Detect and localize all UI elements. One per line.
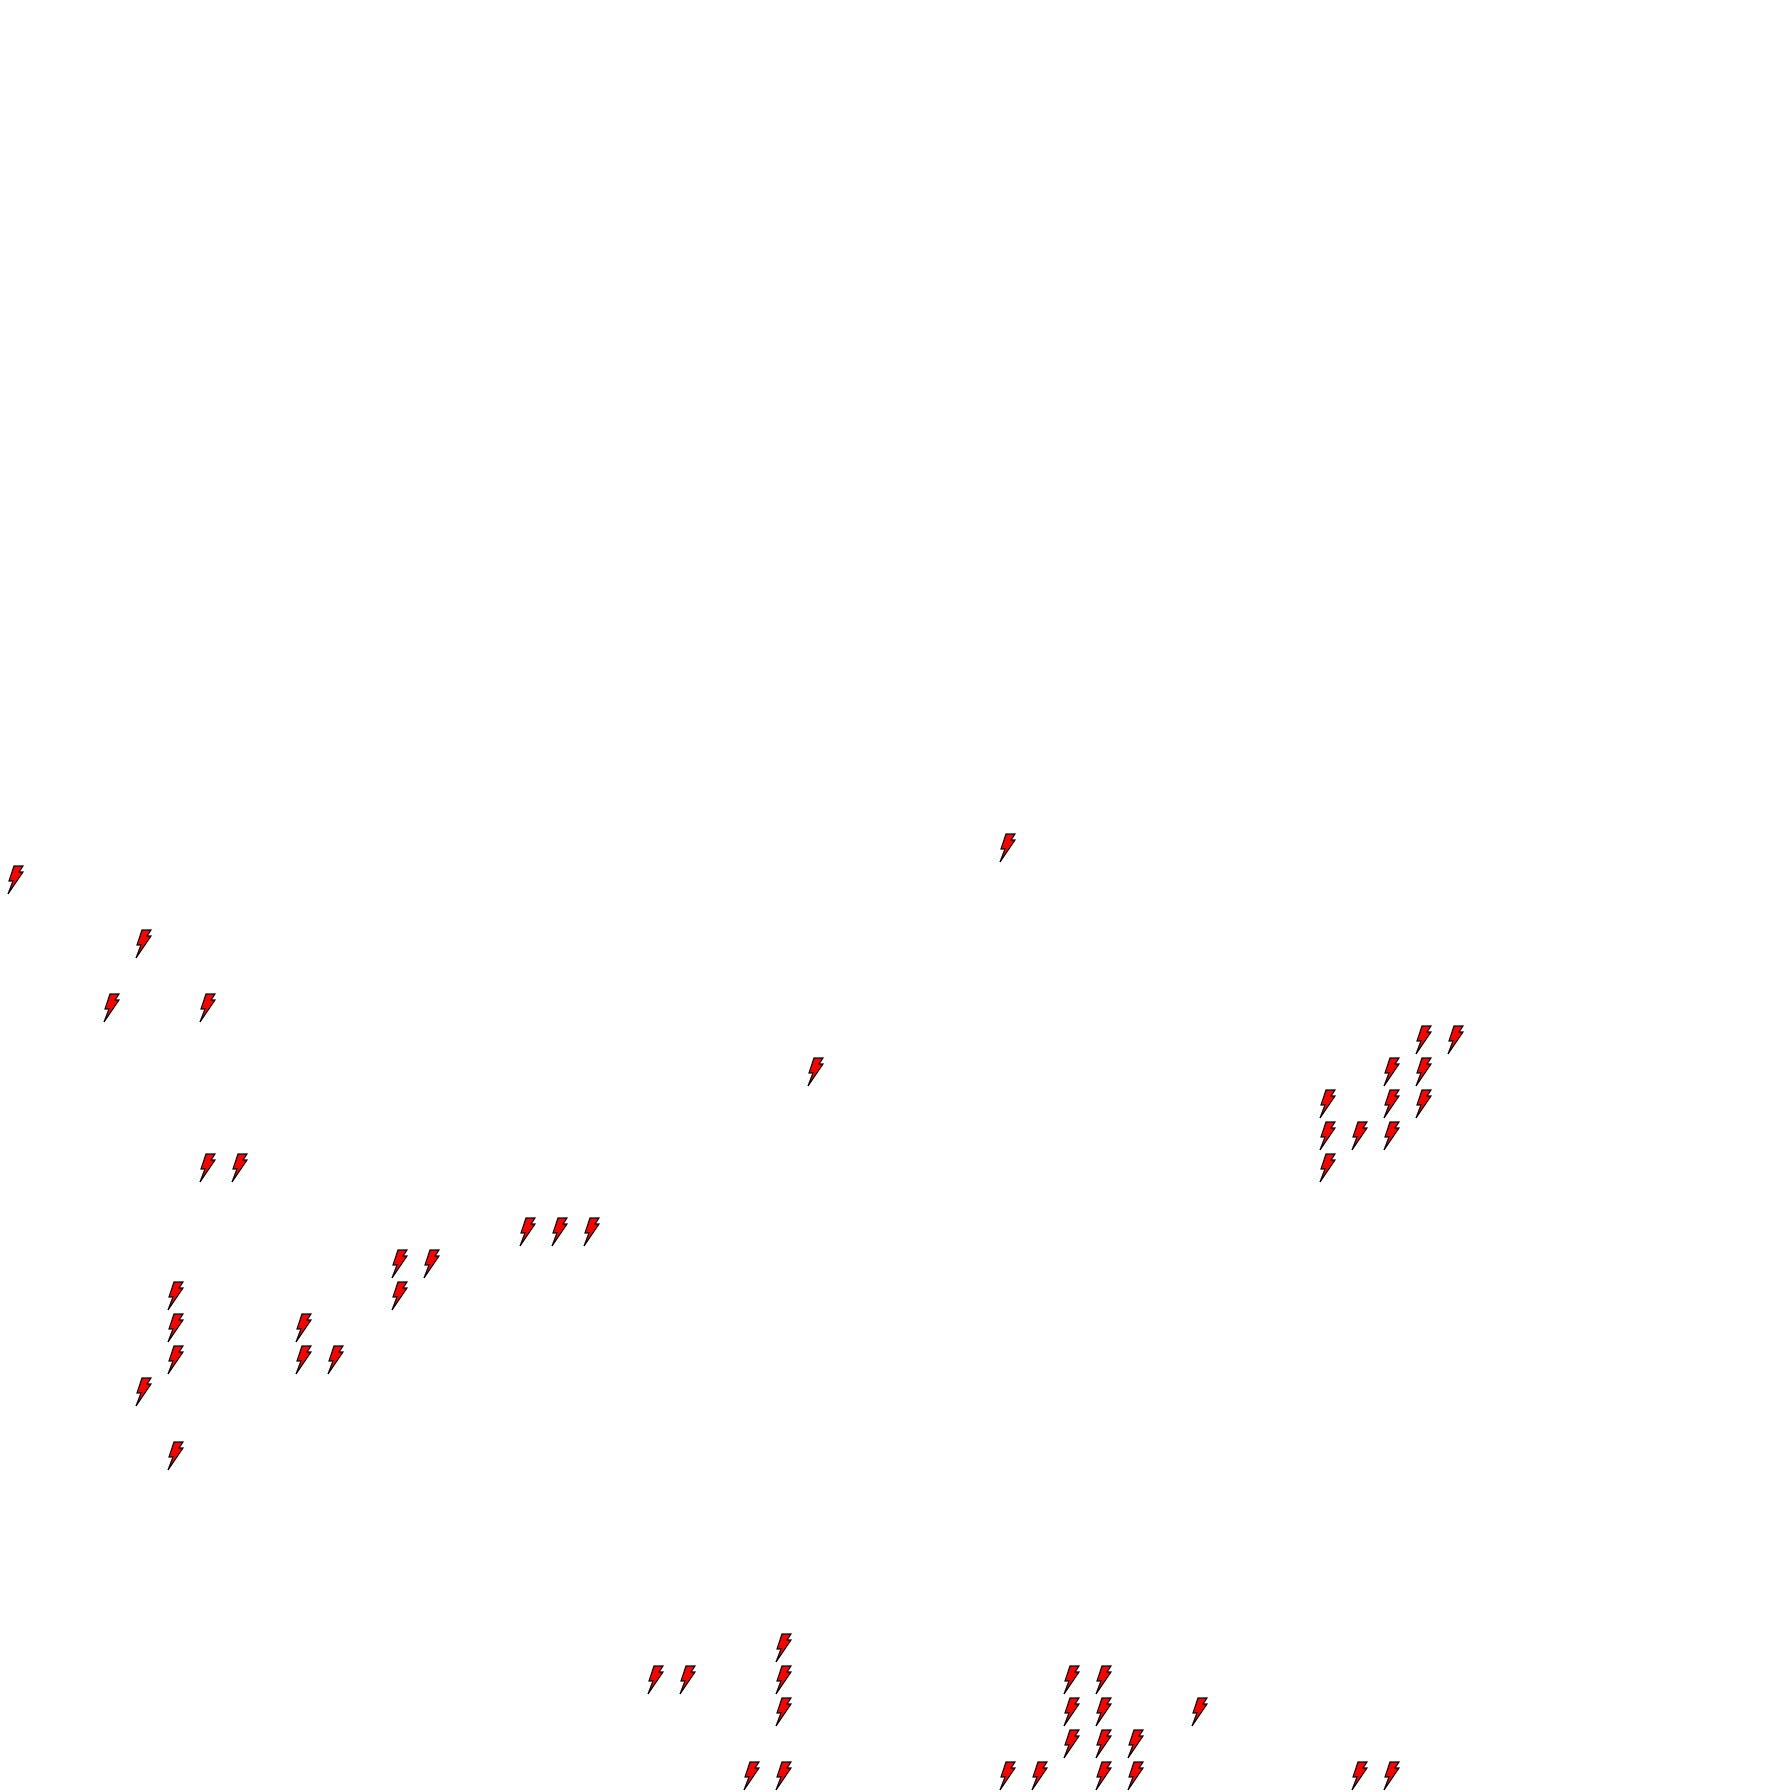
lightning-bolt-icon — [1318, 1089, 1338, 1119]
lightning-bolt-icon — [1062, 1665, 1082, 1695]
lightning-bolt-icon — [6, 865, 26, 895]
lightning-bolt-icon — [1094, 1665, 1114, 1695]
lightning-bolt-icon — [134, 1377, 154, 1407]
lightning-bolt-icon — [1382, 1121, 1402, 1151]
lightning-bolt-icon — [1382, 1089, 1402, 1119]
lightning-bolt-icon — [1350, 1121, 1370, 1151]
lightning-bolt-icon — [550, 1217, 570, 1247]
lightning-bolt-icon — [742, 1761, 762, 1791]
lightning-bolt-icon — [166, 1345, 186, 1375]
lightning-bolt-icon — [1318, 1153, 1338, 1183]
lightning-bolt-icon — [1126, 1729, 1146, 1759]
lightning-bolt-icon — [390, 1281, 410, 1311]
lightning-bolt-icon — [998, 1761, 1018, 1791]
lightning-bolt-icon — [1062, 1697, 1082, 1727]
lightning-bolt-icon — [774, 1633, 794, 1663]
lightning-bolt-icon — [134, 929, 154, 959]
lightning-bolt-icon — [774, 1665, 794, 1695]
lightning-bolt-icon — [166, 1313, 186, 1343]
lightning-bolt-icon — [1382, 1761, 1402, 1791]
lightning-bolt-icon — [1382, 1057, 1402, 1087]
lightning-bolt-icon — [166, 1441, 186, 1471]
lightning-bolt-icon — [166, 1281, 186, 1311]
lightning-bolt-icon — [1414, 1025, 1434, 1055]
lightning-bolt-icon — [646, 1665, 666, 1695]
lightning-bolt-icon — [1062, 1729, 1082, 1759]
lightning-bolt-icon — [294, 1313, 314, 1343]
lightning-bolt-icon — [1126, 1761, 1146, 1791]
lightning-bolt-icon — [1350, 1761, 1370, 1791]
lightning-bolt-icon — [198, 1153, 218, 1183]
lightning-bolt-icon — [1190, 1697, 1210, 1727]
lightning-bolt-icon — [326, 1345, 346, 1375]
lightning-bolt-icon — [1446, 1025, 1466, 1055]
lightning-bolt-icon — [102, 993, 122, 1023]
lightning-bolt-icon — [774, 1697, 794, 1727]
lightning-bolt-icon — [1094, 1729, 1114, 1759]
lightning-bolt-icon — [1030, 1761, 1050, 1791]
lightning-bolt-icon — [422, 1249, 442, 1279]
lightning-bolt-icon — [1318, 1121, 1338, 1151]
lightning-bolt-icon — [390, 1249, 410, 1279]
lightning-bolt-icon — [806, 1057, 826, 1087]
lightning-bolt-icon — [998, 833, 1018, 863]
lightning-bolt-icon — [198, 993, 218, 1023]
lightning-bolt-icon — [518, 1217, 538, 1247]
lightning-bolt-icon — [294, 1345, 314, 1375]
lightning-bolt-icon — [1094, 1761, 1114, 1791]
lightning-bolt-icon — [1414, 1089, 1434, 1119]
lightning-bolt-icon — [1414, 1057, 1434, 1087]
lightning-bolt-icon — [582, 1217, 602, 1247]
lightning-bolt-icon — [678, 1665, 698, 1695]
lightning-bolt-icon — [774, 1761, 794, 1791]
lightning-bolt-icon — [1094, 1697, 1114, 1727]
lightning-bolt-icon — [230, 1153, 250, 1183]
